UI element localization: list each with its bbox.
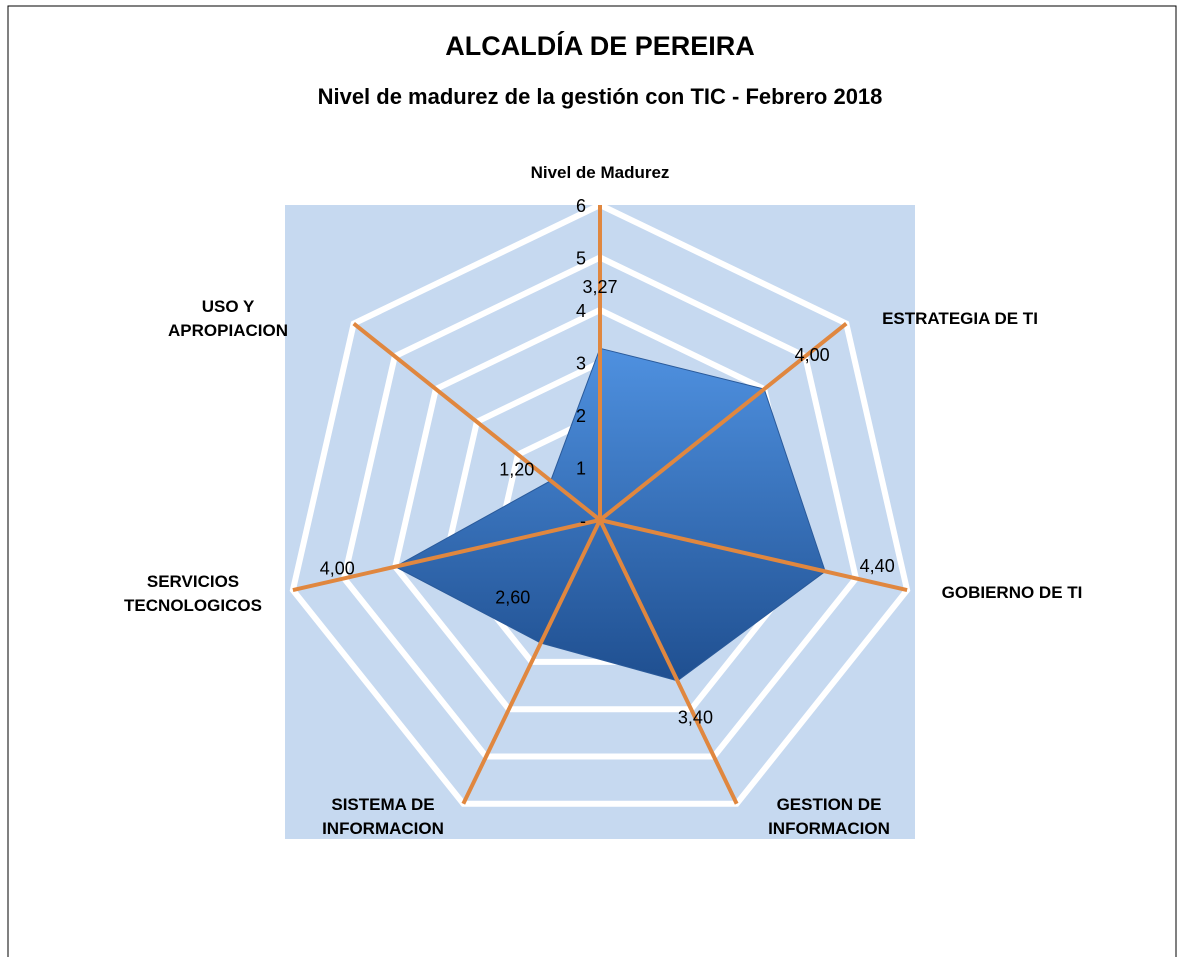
grid-line: [289, 201, 911, 807]
r-tick-label: 5: [576, 248, 586, 268]
category-label: GESTION DE INFORMACION: [768, 795, 890, 838]
category-label: Nivel de Madurez: [530, 163, 670, 182]
grid-line: [340, 254, 860, 760]
r-tick-label: 1: [576, 458, 586, 478]
data-label: 4,00: [320, 558, 355, 578]
axis-spoke: [292, 518, 601, 593]
r-tick-label: 3: [576, 353, 586, 373]
category-label: SISTEMA DE INFORMACION: [322, 795, 444, 838]
axis-spoke: [461, 519, 602, 805]
data-label: 2,60: [495, 588, 530, 608]
axis-spoke: [598, 322, 848, 522]
data-label: 3,40: [678, 708, 713, 728]
data-label: 4,40: [860, 556, 895, 576]
data-area: [394, 347, 826, 682]
r-tick-label: 6: [576, 196, 586, 216]
data-label: 1,20: [499, 459, 534, 479]
chart-subtitle: Nivel de madurez de la gestión con TIC -…: [318, 84, 883, 109]
data-label: 4,00: [795, 345, 830, 365]
category-label: SERVICIOS TECNOLOGICOS: [124, 572, 262, 615]
axis-spoke: [352, 322, 602, 522]
data-label: 3,27: [582, 277, 617, 297]
category-label: GOBIERNO DE TI: [941, 583, 1083, 602]
chart-title: ALCALDÍA DE PEREIRA: [445, 30, 755, 61]
frame: [7, 5, 1177, 957]
axis-spoke: [599, 518, 908, 593]
category-label: USO Y APROPIACION: [168, 297, 288, 340]
r-tick-label: 2: [576, 406, 586, 426]
category-label: ESTRATEGIA DE TI: [882, 309, 1038, 328]
axis-spoke: [598, 519, 739, 805]
r-tick-label: -: [580, 511, 586, 531]
r-tick-label: 4: [576, 301, 586, 321]
